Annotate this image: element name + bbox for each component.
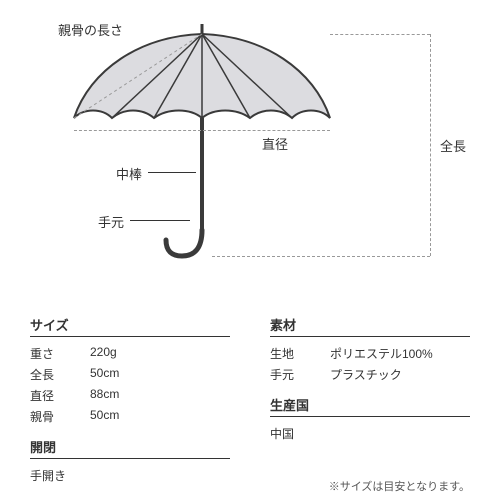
open-row: 手開き: [30, 465, 230, 486]
label-total-length: 全長: [440, 136, 466, 155]
size-key: 全長: [30, 366, 90, 383]
size-key: 重さ: [30, 345, 90, 362]
size-row: 直径 88cm: [30, 385, 230, 406]
leader-shaft: [148, 172, 196, 173]
material-title: 素材: [270, 315, 470, 337]
label-diameter: 直径: [262, 134, 288, 153]
size-val: 220g: [90, 345, 230, 362]
label-handle: 手元: [98, 212, 124, 231]
label-shaft: 中棒: [116, 164, 142, 183]
size-val: 50cm: [90, 408, 230, 425]
material-key: 手元: [270, 366, 330, 383]
guide-total-length: [430, 34, 431, 256]
origin-row: 中国: [270, 423, 470, 444]
umbrella-diagram: 親骨の長さ 直径 中棒 手元 全長: [0, 0, 500, 300]
left-column: サイズ 重さ 220g 全長 50cm 直径 88cm 親骨 50cm 開閉 手…: [30, 305, 230, 486]
size-title: サイズ: [30, 315, 230, 337]
size-key: 直径: [30, 387, 90, 404]
guide-bottom: [212, 256, 430, 257]
material-row: 手元 プラスチック: [270, 364, 470, 385]
size-row: 親骨 50cm: [30, 406, 230, 427]
umbrella-svg: [0, 0, 500, 300]
size-key: 親骨: [30, 408, 90, 425]
size-row: 重さ 220g: [30, 343, 230, 364]
open-title: 開閉: [30, 437, 230, 459]
open-val: 手開き: [30, 467, 230, 484]
origin-title: 生産国: [270, 395, 470, 417]
size-val: 50cm: [90, 366, 230, 383]
guide-top: [330, 34, 430, 35]
guide-diameter: [74, 130, 330, 131]
origin-val: 中国: [270, 425, 470, 442]
right-column: 素材 生地 ポリエステル100% 手元 プラスチック 生産国 中国: [270, 305, 470, 486]
material-key: 生地: [270, 345, 330, 362]
handle: [166, 230, 202, 256]
footnote: ※サイズは目安となります。: [329, 478, 470, 494]
material-row: 生地 ポリエステル100%: [270, 343, 470, 364]
material-val: ポリエステル100%: [330, 345, 470, 362]
material-val: プラスチック: [330, 366, 470, 383]
size-val: 88cm: [90, 387, 230, 404]
leader-handle: [130, 220, 190, 221]
spec-tables: サイズ 重さ 220g 全長 50cm 直径 88cm 親骨 50cm 開閉 手…: [0, 305, 500, 486]
size-row: 全長 50cm: [30, 364, 230, 385]
